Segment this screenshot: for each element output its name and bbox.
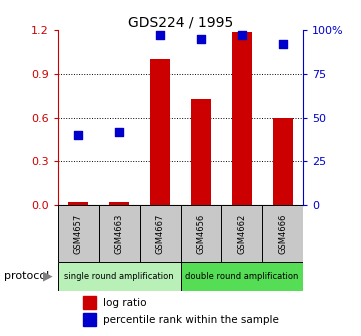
Text: GSM4657: GSM4657 <box>74 213 83 254</box>
Bar <box>99 205 140 262</box>
Bar <box>262 205 303 262</box>
Text: ▶: ▶ <box>43 270 53 283</box>
Text: GSM4663: GSM4663 <box>115 213 123 254</box>
Bar <box>83 313 96 326</box>
Title: GDS224 / 1995: GDS224 / 1995 <box>128 15 233 29</box>
Bar <box>273 118 293 205</box>
Point <box>157 33 163 38</box>
Text: GSM4662: GSM4662 <box>238 213 246 254</box>
Bar <box>140 205 180 262</box>
Text: GSM4666: GSM4666 <box>278 213 287 254</box>
Text: GSM4656: GSM4656 <box>196 213 205 254</box>
Bar <box>191 99 211 205</box>
Bar <box>150 59 170 205</box>
Point <box>239 33 245 38</box>
Bar <box>180 205 221 262</box>
Bar <box>58 262 180 291</box>
Point <box>75 132 81 138</box>
Bar <box>180 262 303 291</box>
Bar <box>109 202 129 205</box>
Bar <box>232 32 252 205</box>
Bar <box>221 205 262 262</box>
Text: protocol: protocol <box>4 271 49 281</box>
Point <box>280 42 286 47</box>
Bar <box>68 202 88 205</box>
Text: single round amplification: single round amplification <box>64 272 174 281</box>
Text: log ratio: log ratio <box>103 298 146 308</box>
Text: percentile rank within the sample: percentile rank within the sample <box>103 314 279 325</box>
Point <box>116 129 122 134</box>
Bar <box>58 205 99 262</box>
Point <box>198 36 204 42</box>
Bar <box>83 296 96 309</box>
Text: GSM4667: GSM4667 <box>156 213 165 254</box>
Text: double round amplification: double round amplification <box>185 272 299 281</box>
